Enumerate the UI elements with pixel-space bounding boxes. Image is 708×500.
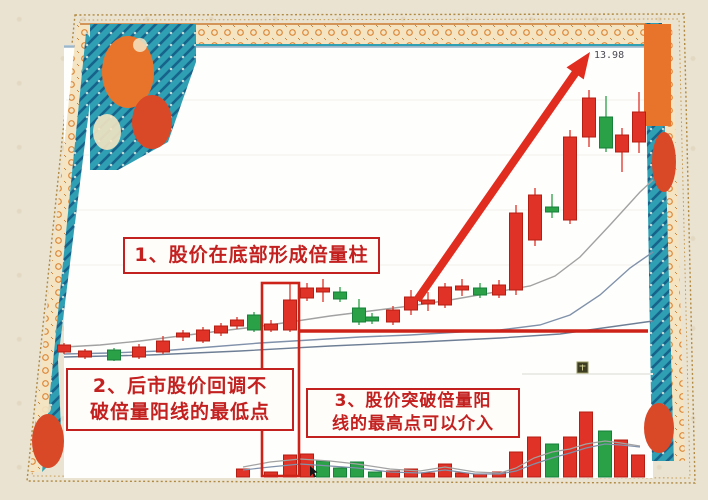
mouse-cursor-icon: [310, 466, 318, 478]
volume-bar: [631, 454, 645, 478]
decorative-frame: [30, 23, 685, 472]
volume-bar: [421, 472, 435, 478]
candle: [438, 286, 452, 306]
vma-fast: [242, 440, 641, 474]
corner-ornament-bottom-left: [32, 402, 64, 468]
candle: [247, 314, 261, 331]
candle: [333, 291, 347, 300]
volume-bar: [386, 470, 400, 478]
candle: [509, 212, 523, 291]
volume-bar: [333, 467, 347, 478]
candle: [528, 194, 542, 241]
candle: [365, 316, 379, 322]
candle: [283, 299, 297, 331]
candlestick-series: [57, 90, 646, 361]
candle: [57, 344, 71, 353]
annotation-step-3: 3、股价突破倍量阳 线的最高点可以介入: [306, 388, 520, 438]
candle: [455, 285, 469, 291]
annotation-step-3-line1: 3、股价突破倍量阳: [334, 391, 492, 412]
price-peak-label: 13.98: [594, 50, 625, 61]
volume-bar: [455, 472, 469, 478]
ma-fast: [63, 179, 654, 348]
volume-bar: [545, 443, 559, 478]
rally-arrow: [413, 52, 590, 303]
candle: [264, 323, 278, 331]
candle: [615, 134, 629, 153]
candle: [176, 332, 190, 338]
candle: [230, 319, 244, 327]
candle: [78, 350, 92, 358]
ma-mid: [63, 251, 654, 355]
candle: [196, 329, 210, 342]
volume-bar: [316, 460, 330, 478]
volume-bar: [368, 471, 382, 478]
candle: [582, 97, 596, 138]
volume-moving-averages: [242, 440, 641, 475]
corner-ornament-top-right: [644, 24, 676, 192]
volume-bar: [236, 468, 250, 478]
candle: [473, 287, 487, 296]
vma-mid: [242, 443, 641, 475]
candle: [156, 340, 170, 353]
volume-bar: [527, 436, 541, 478]
frame-top-band: [80, 23, 663, 46]
dotted-border: [26, 13, 696, 484]
volume-bar: [598, 430, 612, 478]
annotation-step-1: 1、股价在底部形成倍量柱: [123, 237, 380, 274]
candle: [421, 299, 435, 305]
volume-bar: [509, 451, 523, 478]
frame-left-cream-strip: [30, 23, 87, 472]
frame-right-teal-band: [645, 23, 674, 461]
candle: [300, 287, 314, 299]
candle: [386, 309, 400, 323]
candle: [599, 116, 613, 149]
candle: [132, 346, 146, 358]
volume-bar: [563, 436, 577, 478]
corner-ornament-bottom-right: [644, 403, 674, 453]
volume-bar: [350, 461, 364, 478]
candle: [316, 287, 330, 293]
annotation-step-2-line2: 破倍量阳线的最低点: [89, 400, 270, 423]
candle: [492, 284, 506, 296]
volume-bar: [614, 439, 628, 478]
frame-right-cream-strip: [662, 23, 685, 461]
annotation-step-1-text: 1、股价在底部形成倍量柱: [134, 243, 369, 266]
candle: [545, 206, 559, 213]
candle: [632, 111, 646, 143]
annotation-step-2: 2、后市股价回调不 破倍量阳线的最低点: [66, 368, 294, 431]
candle: [563, 136, 577, 221]
annotation-step-2-line1: 2、后市股价回调不: [92, 374, 268, 397]
corner-ornament-top-left: [90, 24, 196, 170]
frame-left-teal-band: [42, 23, 97, 472]
candle: [107, 349, 121, 361]
candle: [214, 325, 228, 334]
candle: [404, 296, 418, 311]
annotation-step-3-line2: 线的最高点可以介入: [332, 414, 494, 434]
candle: [352, 307, 366, 323]
tag-icon: [576, 361, 589, 374]
